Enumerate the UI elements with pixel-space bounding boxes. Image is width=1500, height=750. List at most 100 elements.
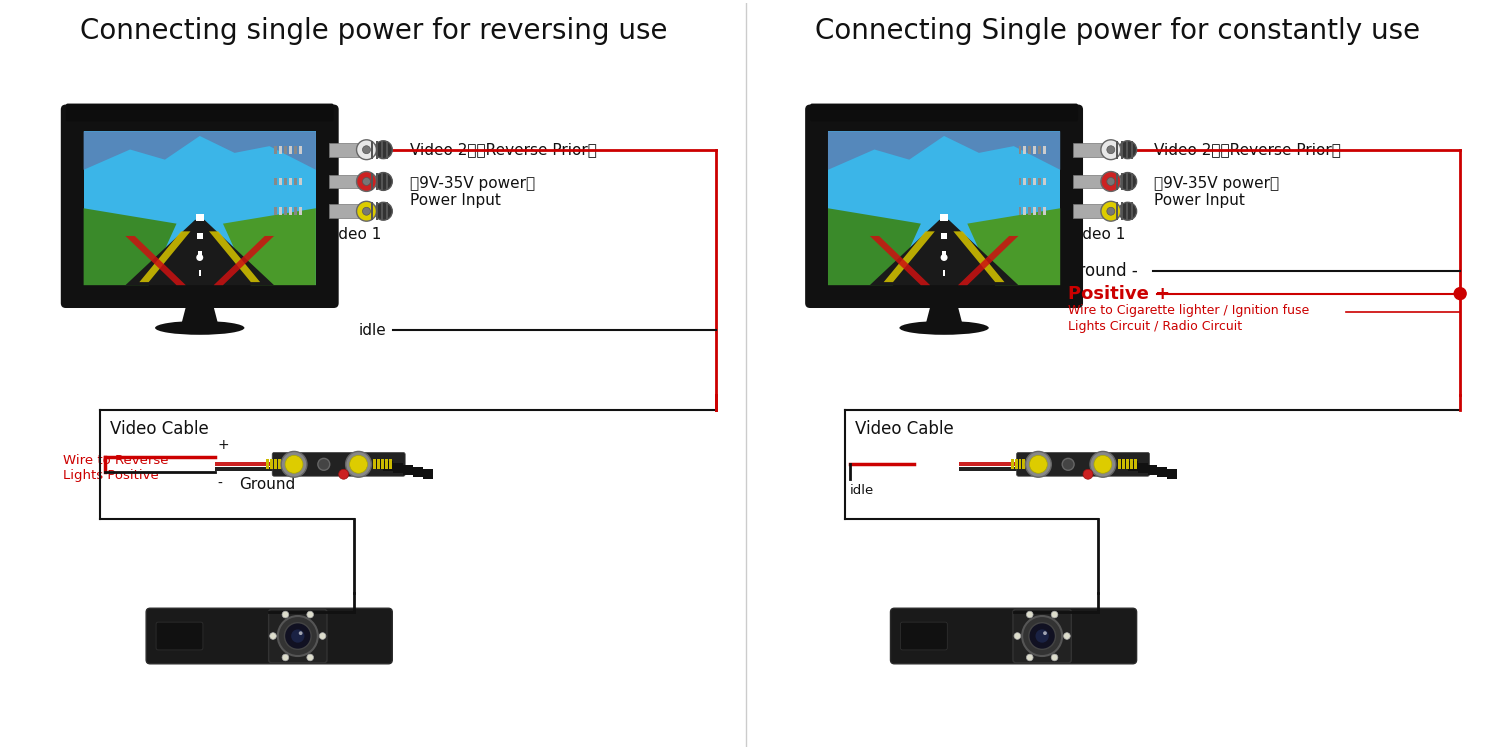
Polygon shape — [126, 220, 274, 285]
Polygon shape — [182, 303, 218, 323]
Text: +: + — [217, 439, 229, 452]
Polygon shape — [140, 231, 190, 282]
Text: Video 2　（Reverse Prior）: Video 2 （Reverse Prior） — [410, 142, 597, 158]
Bar — [328, 175, 358, 188]
Bar — [214, 467, 274, 471]
FancyBboxPatch shape — [268, 609, 327, 663]
Circle shape — [345, 452, 372, 477]
Circle shape — [1119, 202, 1137, 220]
Bar — [387, 141, 388, 159]
Circle shape — [1029, 455, 1047, 473]
Bar — [274, 146, 278, 154]
Bar — [1023, 178, 1026, 185]
Bar — [1019, 178, 1022, 185]
FancyBboxPatch shape — [1013, 609, 1071, 663]
Bar — [1125, 202, 1128, 220]
Bar — [1014, 459, 1017, 470]
Circle shape — [350, 455, 368, 473]
Bar — [958, 467, 1018, 471]
Text: idle: idle — [358, 322, 387, 338]
Bar — [940, 233, 946, 239]
Circle shape — [270, 633, 276, 639]
Bar — [413, 467, 423, 477]
Polygon shape — [209, 231, 260, 282]
Circle shape — [1101, 201, 1120, 221]
Bar — [1122, 459, 1125, 470]
Bar — [374, 459, 376, 470]
Bar — [266, 459, 268, 470]
Bar — [386, 459, 388, 470]
Bar — [198, 251, 202, 257]
FancyBboxPatch shape — [146, 608, 393, 664]
Circle shape — [1107, 207, 1114, 215]
Bar — [1038, 178, 1041, 185]
Circle shape — [1052, 611, 1058, 618]
Circle shape — [339, 470, 348, 479]
Bar — [1034, 207, 1036, 215]
Text: （9V-35V power）
Power Input: （9V-35V power） Power Input — [1155, 176, 1280, 208]
Text: Video Cable: Video Cable — [855, 420, 954, 438]
Bar — [378, 459, 381, 470]
Text: Wire to Cigarette lighter / Ignition fuse: Wire to Cigarette lighter / Ignition fus… — [1068, 304, 1310, 317]
Text: Video 1: Video 1 — [324, 227, 381, 242]
Bar — [387, 202, 388, 220]
Bar — [372, 172, 374, 190]
Bar — [1118, 459, 1120, 470]
Bar — [1029, 146, 1032, 154]
Text: Ground: Ground — [240, 477, 296, 492]
Bar — [381, 202, 384, 220]
Text: idle: idle — [850, 484, 874, 497]
Bar — [1019, 146, 1022, 154]
Bar — [1034, 146, 1036, 154]
Polygon shape — [958, 236, 1018, 285]
Circle shape — [1026, 611, 1033, 618]
Bar — [1125, 459, 1128, 470]
Polygon shape — [126, 236, 186, 285]
Bar — [1029, 207, 1032, 215]
Polygon shape — [84, 131, 316, 170]
Bar — [290, 178, 292, 185]
Text: Positive +: Positive + — [1068, 284, 1170, 302]
Bar — [1120, 202, 1122, 220]
Polygon shape — [84, 209, 177, 285]
Text: Video Cable: Video Cable — [111, 420, 209, 438]
Bar — [1011, 459, 1014, 470]
Bar — [294, 178, 297, 185]
Bar — [372, 202, 374, 220]
Bar — [374, 459, 384, 470]
Bar — [290, 146, 292, 154]
Bar — [1023, 459, 1026, 470]
Polygon shape — [224, 209, 316, 285]
FancyBboxPatch shape — [272, 452, 405, 476]
Bar — [279, 146, 282, 154]
Bar — [1120, 141, 1122, 159]
Circle shape — [1062, 458, 1074, 470]
Circle shape — [1064, 633, 1070, 639]
Bar — [942, 251, 946, 257]
FancyBboxPatch shape — [1017, 452, 1149, 476]
Bar — [1044, 178, 1047, 185]
Circle shape — [1107, 146, 1114, 154]
Text: （9V-35V power）
Power Input: （9V-35V power） Power Input — [410, 176, 536, 208]
Bar — [1019, 207, 1022, 215]
Circle shape — [291, 629, 304, 643]
Bar — [1131, 202, 1132, 220]
Circle shape — [1014, 633, 1020, 639]
Bar — [384, 461, 393, 471]
Circle shape — [278, 616, 318, 656]
Bar — [423, 470, 433, 479]
Circle shape — [363, 178, 370, 185]
Bar — [298, 178, 302, 185]
Text: ground -: ground - — [1068, 262, 1138, 280]
Bar — [274, 207, 278, 215]
Bar — [284, 207, 286, 215]
Text: Video 1: Video 1 — [1068, 227, 1125, 242]
Bar — [944, 270, 945, 276]
FancyBboxPatch shape — [891, 608, 1137, 664]
Bar — [1034, 178, 1036, 185]
Bar — [298, 146, 302, 154]
Circle shape — [1042, 632, 1047, 635]
Circle shape — [1454, 288, 1466, 299]
Polygon shape — [870, 220, 1018, 285]
Circle shape — [1026, 452, 1051, 477]
